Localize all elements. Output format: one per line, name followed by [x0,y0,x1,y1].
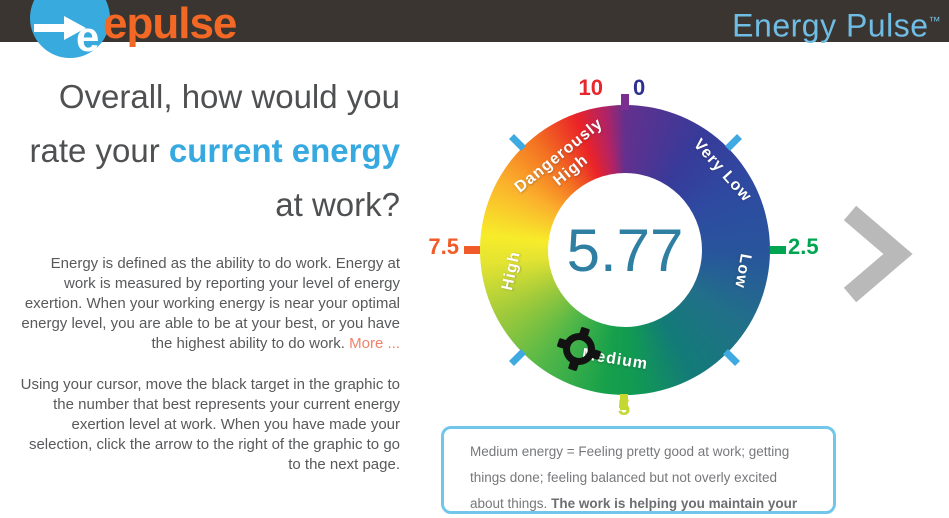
question-line-3: at work? [275,186,400,223]
gauge-tick-left [464,246,480,254]
header-bar: Energy Pulse™ [0,0,949,44]
question-highlight: current energy [168,132,400,169]
question-line-1: Overall, how would you [58,78,400,115]
arrow-right-icon [34,16,86,40]
more-link[interactable]: More ... [349,335,400,352]
gauge-scale-2-5: 2.5 [788,234,819,259]
gauge-scale-0: 0 [633,75,646,100]
gauge-tick-lower-right [723,349,740,366]
gauge-tick-lower-left [509,349,526,366]
gauge-tick-upper-left [509,134,526,151]
gauge-tick-upper-right [725,134,742,151]
feedback-box: Medium energy = Feeling pretty good at w… [441,426,836,514]
question-line-2: rate your current energy [18,124,401,178]
question-heading: Overall, how would you rate your current… [18,70,401,232]
question-column: Overall, how would you rate your current… [18,70,400,475]
eepulse-logo-icon: e [30,0,110,58]
energy-description: Energy is defined as the ability to do w… [18,254,400,354]
gauge-scale-5: 5 [617,395,631,420]
feedback-text: Medium energy = Feeling pretty good at w… [470,444,790,511]
gauge-scale-10: 10 [578,75,603,100]
target-marker-icon[interactable] [556,326,602,372]
gauge-tick-bottom [620,394,628,410]
feedback-bold-text: The work is helping you maintain your en… [551,496,798,511]
trademark-symbol: ™ [928,14,941,28]
instructions-text: Using your cursor, move the black target… [20,376,400,473]
eepulse-logo-text: epulse [103,0,237,48]
app-title: Energy Pulse™ [732,3,941,44]
logo-letter-e: e [76,13,100,60]
gauge-value: 5.77 [566,216,684,284]
gauge-tick-right [770,246,786,254]
energy-gauge: 5.77 10 0 2.5 5 7.5 Dangerously High Ver… [428,76,818,420]
gauge-scale-7-5: 7.5 [428,234,459,259]
app-title-text: Energy Pulse [732,7,929,44]
question-line-2-pre: rate your [29,132,169,169]
gauge-center: 5.77 [548,173,702,327]
next-arrow-button[interactable] [838,203,918,305]
gauge-tick-top [621,94,629,110]
energy-description-text: Energy is defined as the ability to do w… [21,255,400,352]
